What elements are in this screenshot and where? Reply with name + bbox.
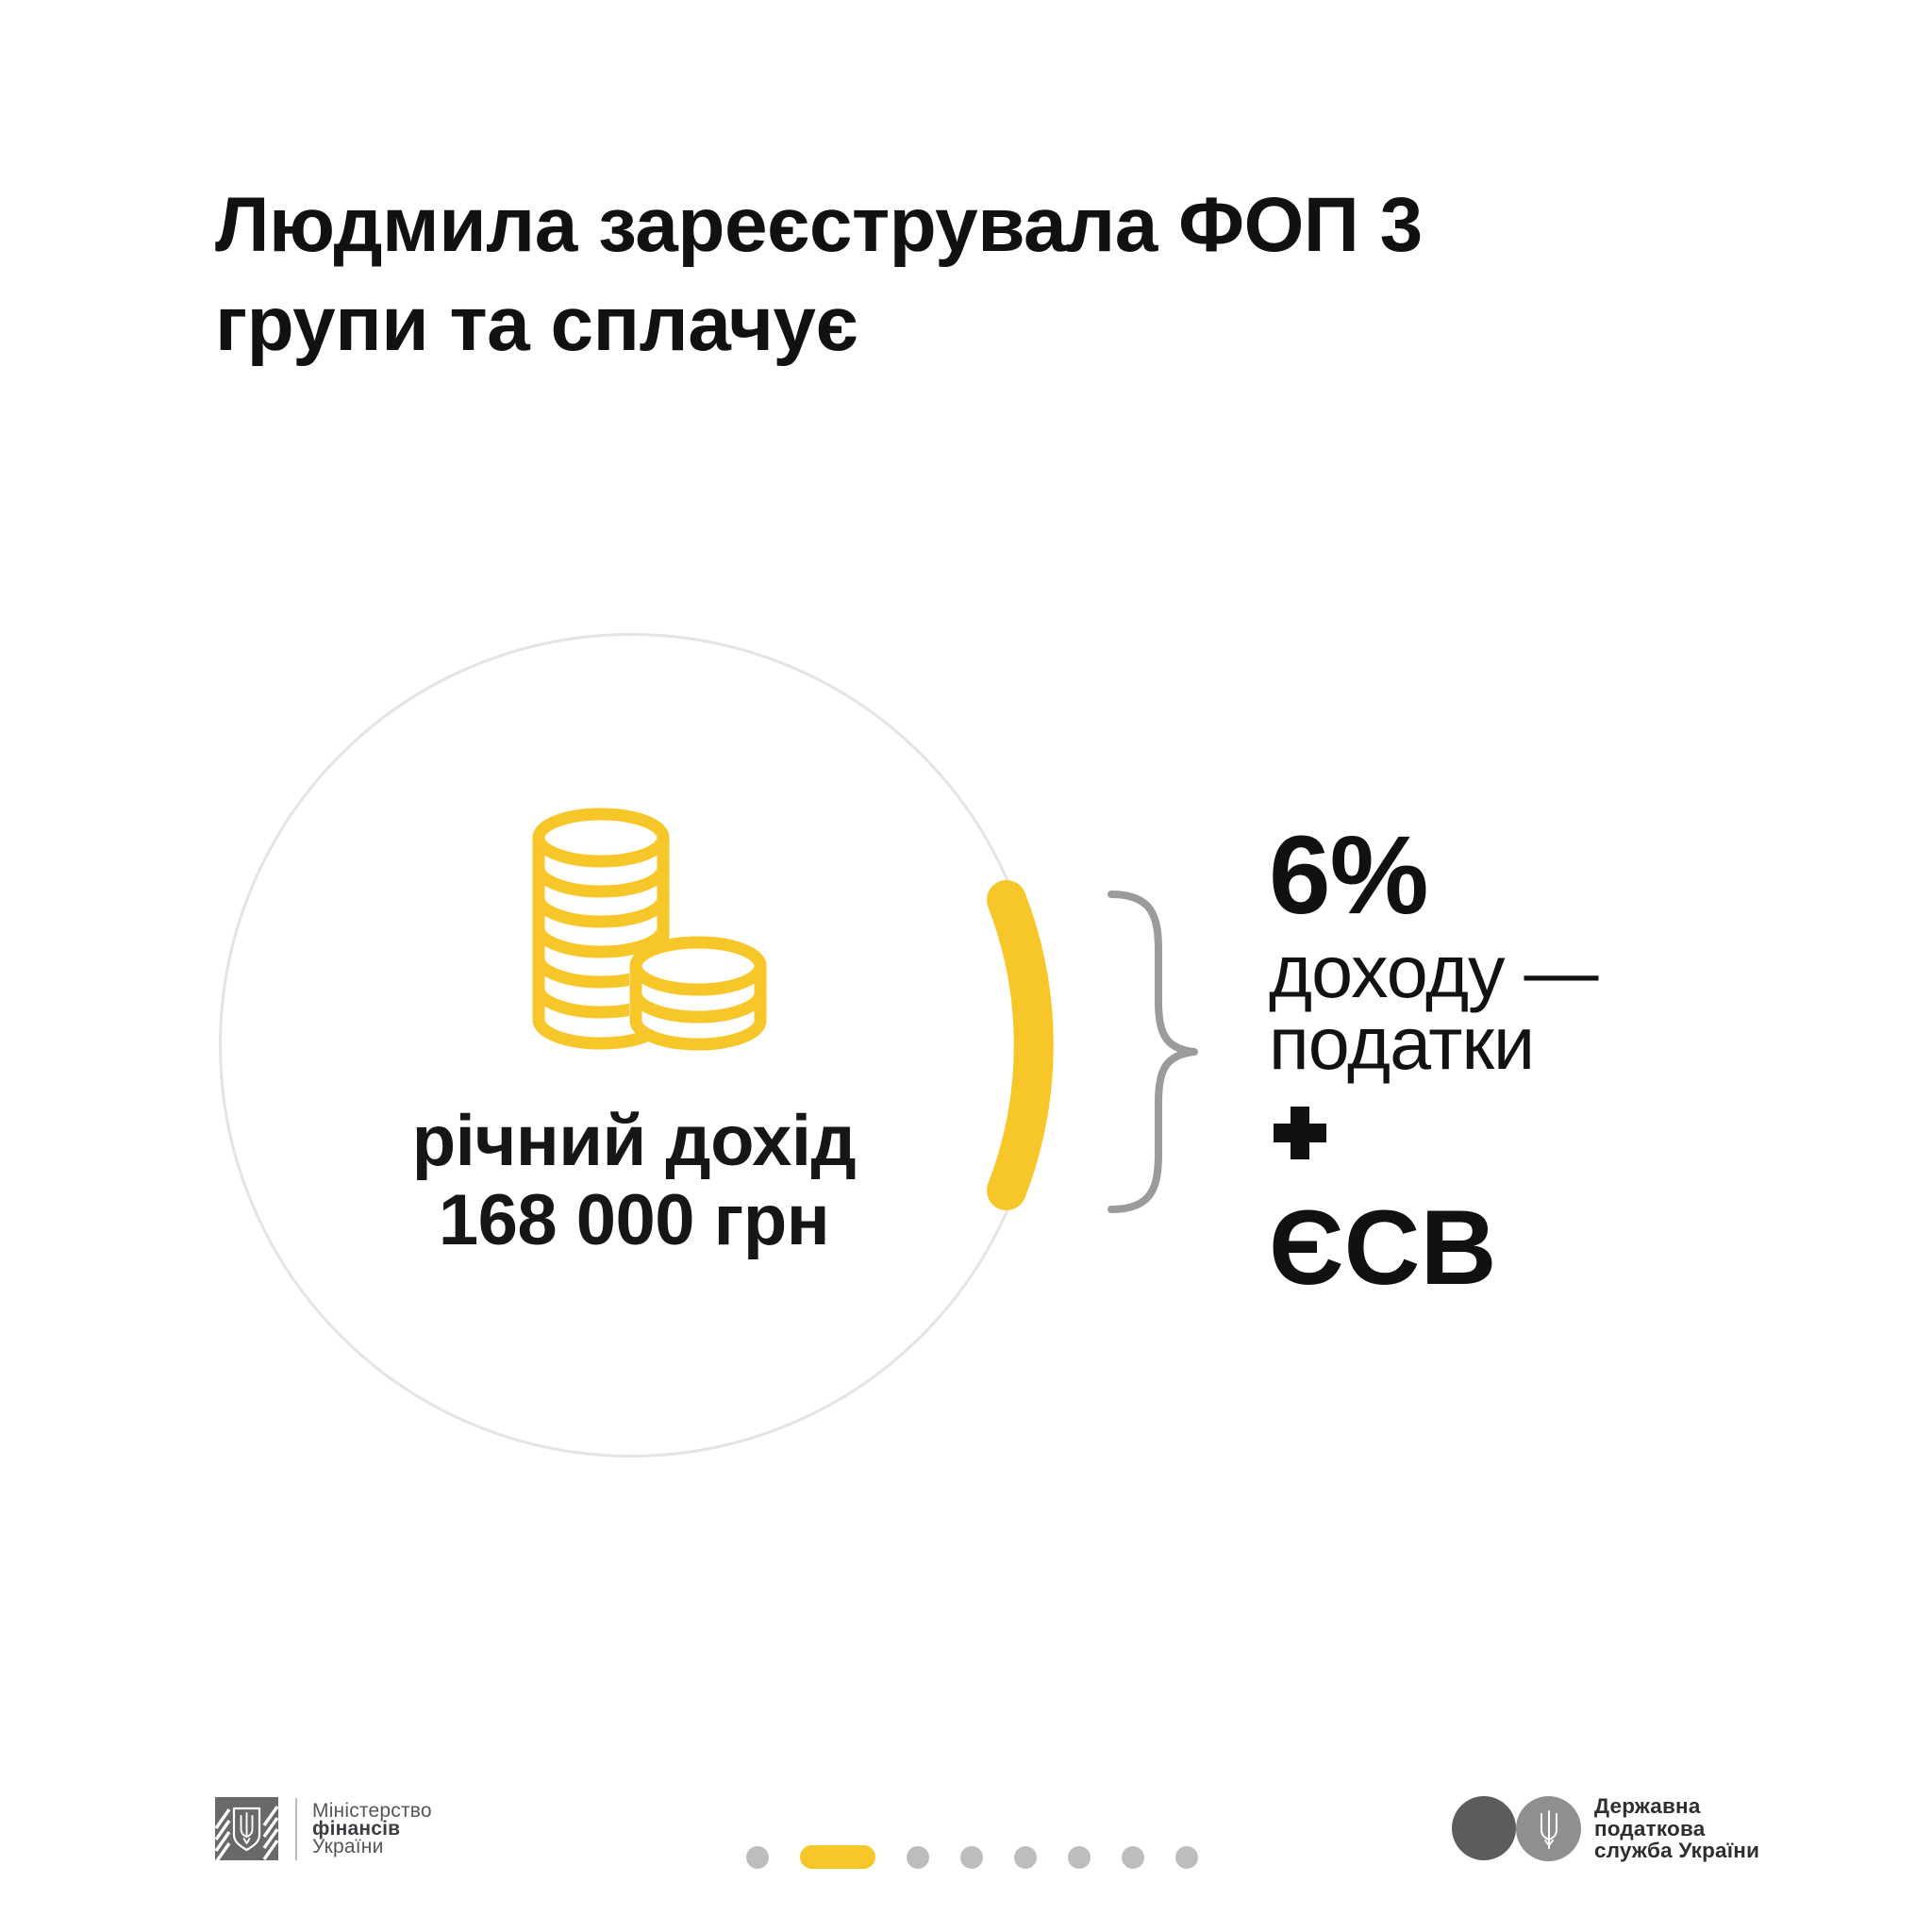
income-circle	[219, 633, 1043, 1457]
page-title-line2: групи та сплачує	[215, 281, 858, 367]
tax-line2: податкова	[1594, 1816, 1706, 1840]
plus-icon	[1271, 1104, 1797, 1162]
pagination-dot-6	[1122, 1845, 1144, 1869]
pagination-active-pill	[800, 1845, 875, 1869]
income-caption-line1: річний дохід	[411, 1101, 857, 1181]
page-title-line1: Людмила зареєструвала ФОП 3	[215, 182, 1423, 268]
esv-label: ЄСВ	[1269, 1189, 1497, 1307]
page-title: Людмила зареєструвала ФОП 3 групи та спл…	[215, 175, 1649, 374]
minfin-line3: України	[312, 1836, 384, 1857]
tax-logo-text: Державна податкова служба України	[1594, 1795, 1759, 1862]
minfin-logo: Міністерство фінансів України	[215, 1797, 432, 1860]
tax-line3: служба України	[1594, 1839, 1760, 1862]
tax-rate-label: доходу — податки	[1269, 929, 1797, 1085]
pagination-dot-4	[1014, 1845, 1037, 1869]
logo-divider	[295, 1797, 297, 1860]
pagination-dot-2	[907, 1845, 929, 1869]
income-caption-line2: 168 000 грн	[438, 1180, 830, 1260]
pagination-dot-0	[746, 1845, 769, 1869]
tax-rate-line2: податки	[1269, 1001, 1535, 1085]
minfin-logo-text: Міністерство фінансів України	[312, 1800, 432, 1857]
pagination-dot-7	[1175, 1845, 1198, 1869]
minfin-line2: фінансів	[312, 1818, 401, 1840]
minfin-trident-emblem-icon	[215, 1797, 278, 1860]
pagination	[746, 1845, 1198, 1869]
tax-logo-circle-light	[1516, 1796, 1581, 1862]
tax-rate-line1: доходу —	[1269, 929, 1599, 1013]
curly-brace	[1108, 891, 1198, 1213]
pagination-dot-3	[960, 1845, 983, 1869]
tax-service-logo: Державна податкова служба України	[1452, 1795, 1759, 1862]
tax-percent: 6%	[1269, 813, 1429, 938]
income-caption: річний дохід 168 000 грн	[351, 1102, 917, 1260]
tax-line1: Державна	[1594, 1794, 1701, 1818]
tax-logo-circles	[1452, 1796, 1581, 1862]
pagination-dot-5	[1068, 1845, 1091, 1869]
tax-service-trident-icon	[1540, 1809, 1557, 1849]
minfin-line1: Міністерство	[312, 1800, 432, 1822]
result-block: 6% доходу — податки ЄСВ	[1269, 813, 1797, 1307]
tax-logo-circle-dark	[1452, 1796, 1516, 1861]
